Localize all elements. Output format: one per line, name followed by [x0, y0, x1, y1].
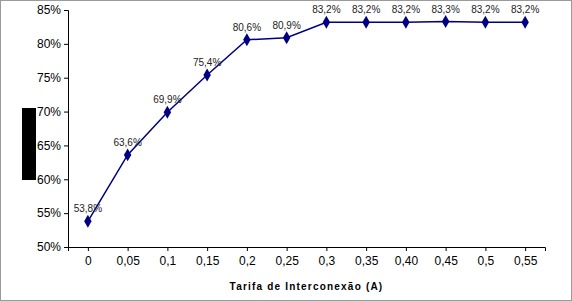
data-point [323, 16, 330, 29]
y-tick-label: 65% [37, 139, 61, 153]
data-label: 83,2% [352, 4, 380, 15]
data-label: 63,6% [113, 137, 141, 148]
x-tick: 0,25 [275, 247, 299, 268]
y-tick: 50% [37, 240, 68, 254]
y-tick-label: 85% [37, 3, 61, 17]
data-labels: 53,8% 63,6% 69,9% 75,4% 80,6% 80,9% 83,2% 83,2%… [74, 4, 540, 215]
y-tick-label: 80% [37, 37, 61, 51]
y-axis: 50% 55% 60% 65% 70% 75% 80% 85% [37, 3, 69, 254]
y-tick-mark [64, 112, 68, 113]
data-point [84, 215, 91, 228]
x-tick: 0,3 [319, 247, 336, 268]
chart: 50%55%60%65%70%75%80%85%00,050,10,150,20… [0, 0, 572, 301]
x-tick-mark [167, 247, 168, 251]
data-label: 53,8% [74, 203, 102, 214]
x-tick-mark [525, 247, 526, 251]
y-tick-label: 70% [37, 105, 61, 119]
x-tick: 0 [85, 247, 92, 268]
y-tick: 55% [37, 206, 68, 220]
x-tick: 0,45 [434, 247, 458, 268]
x-axis: 0 0,05 0,1 0,15 0,2 0,25 0,3 0,35 0,40 0,45 0,5 0,5… [69, 247, 546, 268]
y-tick-mark [64, 44, 68, 45]
y-tick: 60% [37, 173, 68, 187]
data-point [521, 16, 528, 29]
y-tick-label: 60% [37, 173, 61, 187]
data-label: 75,4% [193, 57, 221, 68]
x-tick-label: 0,35 [355, 254, 379, 268]
data-label: 69,9% [153, 94, 181, 105]
data-point [243, 33, 250, 46]
y-tick: 70% [37, 105, 68, 119]
y-tick-mark [64, 247, 68, 248]
x-tick-label: 0,45 [434, 254, 458, 268]
x-tick-mark [366, 247, 367, 251]
x-tick-label: 0,3 [319, 254, 336, 268]
data-point [402, 16, 409, 29]
y-tick-mark [64, 213, 68, 214]
x-tick-mark [207, 247, 208, 251]
x-tick: 0,05 [116, 247, 140, 268]
y-tick-label: 75% [37, 71, 61, 85]
y-tick: 80% [37, 37, 68, 51]
x-tick-mark [247, 247, 248, 251]
x-tick-mark [406, 247, 407, 251]
y-tick: 85% [37, 3, 68, 17]
data-point [283, 31, 290, 44]
chart-border [1, 1, 572, 301]
y-tick-mark [64, 78, 68, 79]
x-tick-mark [88, 247, 89, 251]
y-tick: 75% [37, 71, 68, 85]
y-axis-line [64, 11, 69, 248]
x-axis-title: Tarifa de Interconexão (A) [230, 281, 384, 292]
x-tick: 0,55 [514, 247, 538, 268]
data-label: 83,2% [392, 4, 420, 15]
data-label: 80,9% [272, 20, 300, 31]
data-line [88, 22, 525, 222]
x-tick-mark [485, 247, 486, 251]
redaction-box [22, 108, 36, 180]
data-label: 83,2% [312, 4, 340, 15]
data-point [442, 15, 449, 28]
y-tick: 65% [37, 139, 68, 153]
x-tick-label: 0,40 [395, 254, 419, 268]
x-tick-mark [128, 247, 129, 251]
x-axis-line [69, 248, 546, 252]
y-tick-label: 50% [37, 240, 61, 254]
x-tick-mark [446, 247, 447, 251]
x-tick: 0,5 [478, 247, 495, 268]
y-tick-mark [64, 179, 68, 180]
x-tick-mark [326, 247, 327, 251]
y-tick-mark [64, 145, 68, 146]
x-tick-label: 0,1 [160, 254, 177, 268]
data-point [203, 69, 210, 82]
x-tick-label: 0,55 [514, 254, 538, 268]
plot-area [84, 15, 529, 228]
x-tick: 0,40 [395, 247, 419, 268]
y-tick-label: 55% [37, 206, 61, 220]
x-tick-label: 0,25 [275, 254, 299, 268]
x-tick-label: 0,05 [116, 254, 140, 268]
data-point [362, 16, 369, 29]
x-tick-label: 0,2 [239, 254, 256, 268]
x-tick-label: 0 [85, 254, 92, 268]
x-tick-label: 0,15 [196, 254, 220, 268]
x-tick: 0,35 [355, 247, 379, 268]
data-label: 83,2% [511, 4, 539, 15]
x-tick: 0,15 [196, 247, 220, 268]
data-label: 83,2% [471, 4, 499, 15]
x-tick: 0,1 [160, 247, 177, 268]
data-point [482, 16, 489, 29]
data-point [124, 148, 131, 161]
data-label: 80,6% [233, 22, 261, 33]
data-label: 83,3% [431, 4, 459, 15]
x-tick-label: 0,5 [478, 254, 495, 268]
data-point [164, 106, 171, 119]
x-tick: 0,2 [239, 247, 256, 268]
y-tick-mark [64, 10, 68, 11]
x-tick-mark [287, 247, 288, 251]
